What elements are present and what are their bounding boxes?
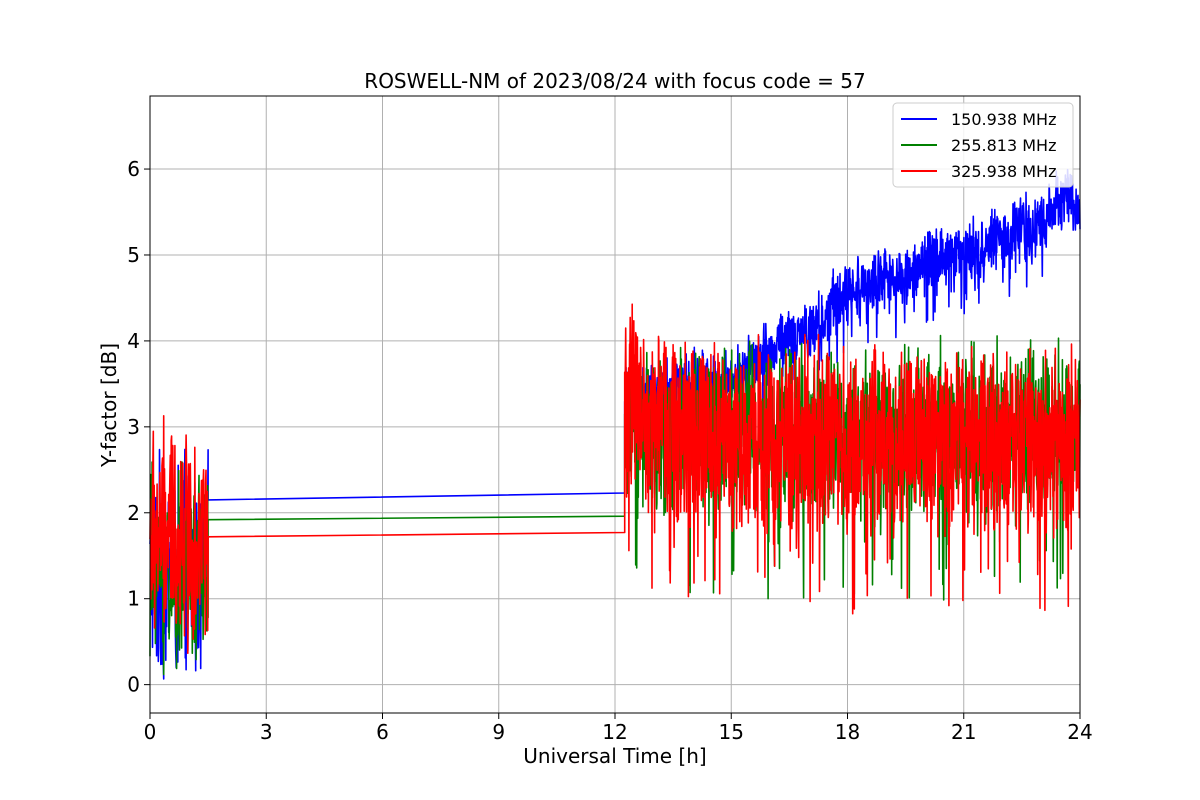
y-tick-label: 4 bbox=[127, 329, 140, 353]
y-tick-label: 3 bbox=[127, 415, 140, 439]
y-tick-label: 6 bbox=[127, 157, 140, 181]
x-tick-label: 12 bbox=[602, 720, 627, 744]
x-tick-label: 6 bbox=[376, 720, 389, 744]
x-tick-label: 0 bbox=[144, 720, 157, 744]
y-tick-label: 0 bbox=[127, 673, 140, 697]
x-tick-label: 18 bbox=[835, 720, 860, 744]
x-axis: 0 3 6 9 12 15 18 21 24 bbox=[144, 713, 1093, 744]
y-axis-label: Y-factor [dB] bbox=[97, 343, 121, 468]
x-tick-label: 15 bbox=[719, 720, 744, 744]
x-axis-label: Universal Time [h] bbox=[523, 744, 706, 768]
x-tick-label: 3 bbox=[260, 720, 273, 744]
legend: 150.938 MHz 255.813 MHz 325.938 MHz bbox=[892, 102, 1074, 188]
legend-entry: 150.938 MHz bbox=[951, 110, 1056, 129]
x-tick-label: 9 bbox=[492, 720, 505, 744]
y-tick-label: 1 bbox=[127, 587, 140, 611]
y-tick-label: 5 bbox=[127, 243, 140, 267]
plot-area bbox=[149, 168, 1081, 680]
legend-box bbox=[892, 102, 1074, 188]
y-axis: 0 1 2 3 4 5 6 bbox=[127, 157, 150, 697]
series-line-3 bbox=[149, 303, 1081, 654]
y-tick-label: 2 bbox=[127, 501, 140, 525]
x-tick-label: 24 bbox=[1067, 720, 1092, 744]
x-tick-label: 21 bbox=[951, 720, 976, 744]
chart-title: ROSWELL-NM of 2023/08/24 with focus code… bbox=[364, 69, 865, 93]
legend-entry: 255.813 MHz bbox=[951, 136, 1056, 155]
legend-entry: 325.938 MHz bbox=[951, 162, 1056, 181]
